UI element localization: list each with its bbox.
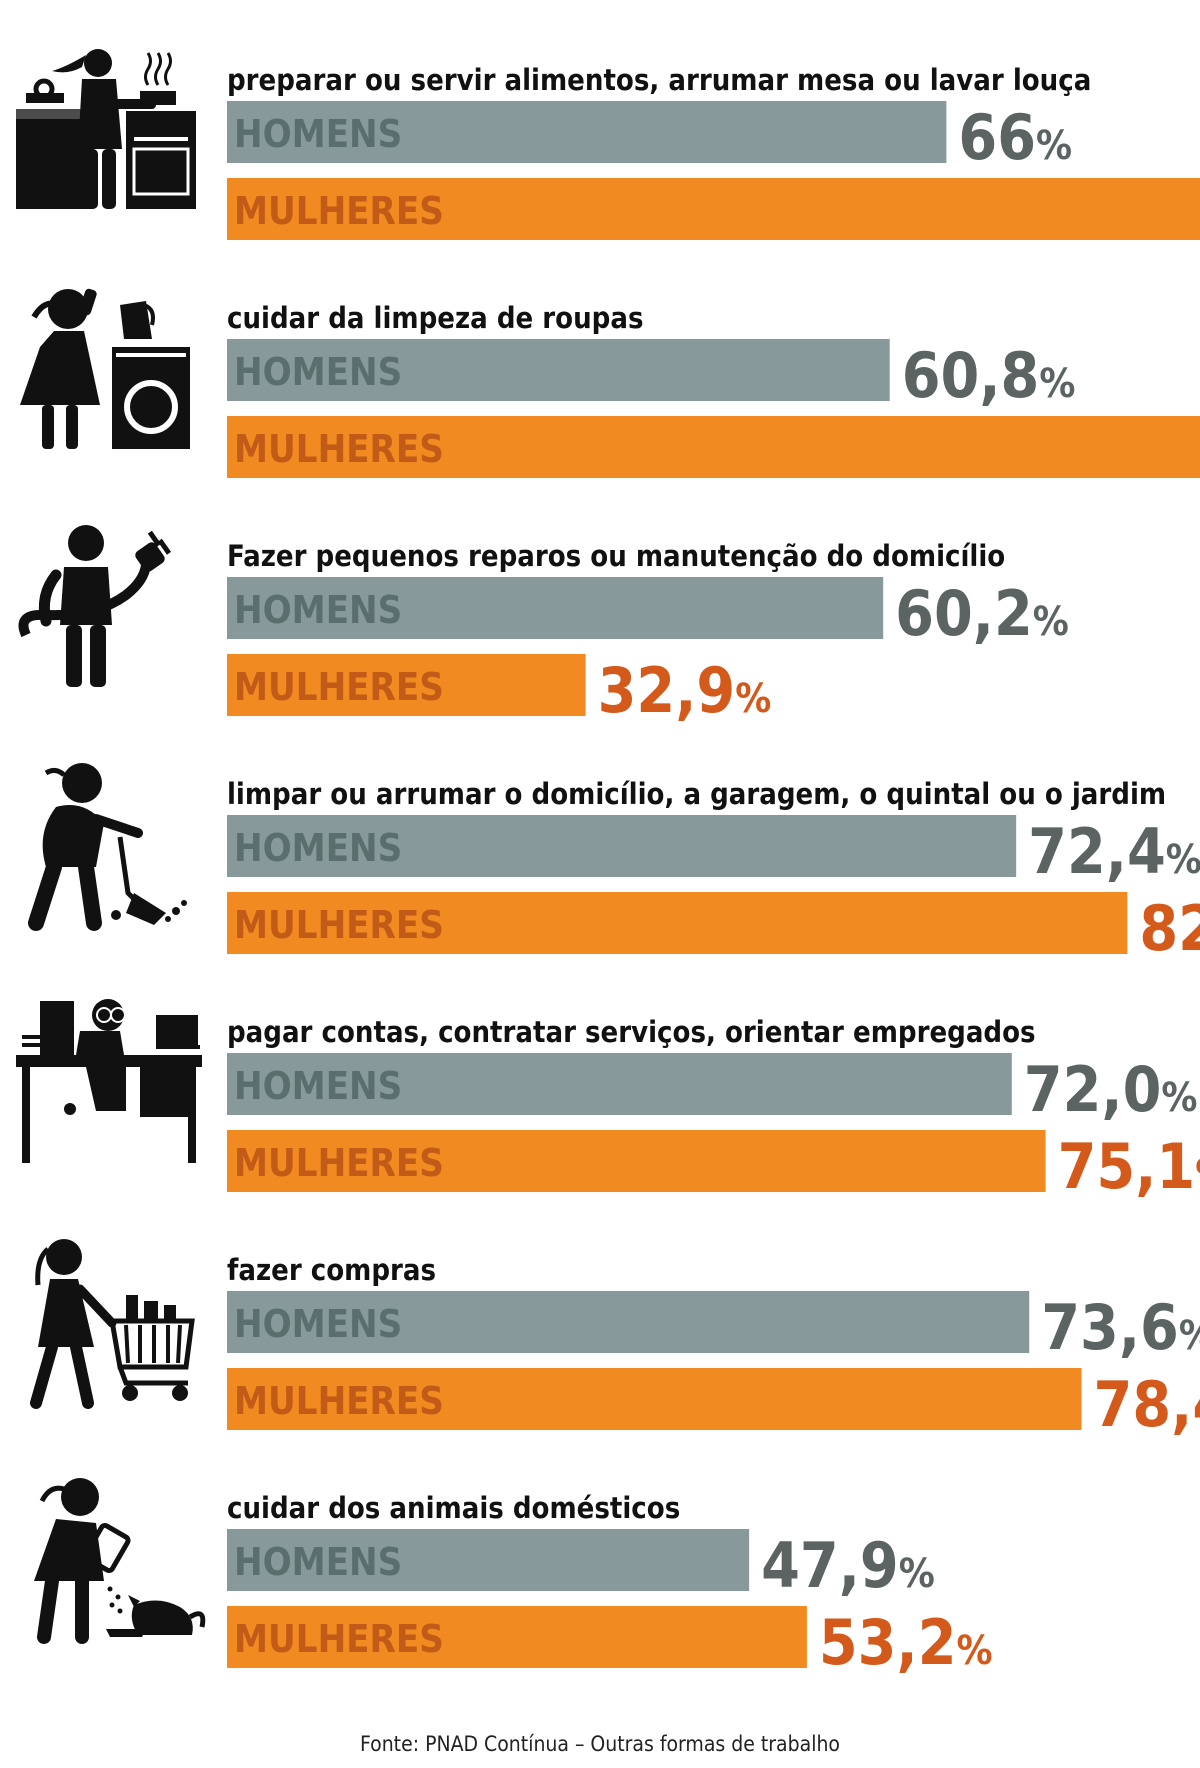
series-label: HOMENS — [234, 1540, 402, 1584]
bar-homens — [227, 339, 890, 401]
bar-homens — [227, 1053, 1012, 1115]
data-label: 72,0% — [1024, 1053, 1198, 1126]
bar-mulheres — [227, 1130, 1046, 1192]
bar-mulheres — [227, 1368, 1082, 1430]
bar-homens — [227, 1291, 1030, 1353]
data-label: 60,8% — [902, 339, 1076, 412]
series-label: HOMENS — [234, 588, 402, 632]
woman-cooking-icon — [16, 49, 196, 209]
category-group: cuidar dos animais domésticos HOMENS 47,9%… — [34, 1478, 993, 1679]
category-group: limpar ou arrumar o domicílio, a garagem… — [36, 763, 1200, 965]
series-label: HOMENS — [234, 112, 402, 156]
data-label: 78,4% — [1094, 1368, 1200, 1441]
bar-mulheres — [227, 416, 1200, 478]
category-title: cuidar dos animais domésticos — [227, 1491, 680, 1525]
category-title: limpar ou arrumar o domicílio, a garagem… — [227, 777, 1166, 811]
series-label: MULHERES — [234, 427, 444, 471]
bar-mulheres — [227, 892, 1128, 954]
category-group: fazer compras HOMENS 73,6% MULHERES 78,4% — [36, 1239, 1200, 1441]
bar-homens — [227, 577, 884, 639]
series-label: HOMENS — [234, 1302, 402, 1346]
data-label: 60,2% — [895, 577, 1069, 650]
man-repairing-icon — [24, 525, 172, 687]
series-label: MULHERES — [234, 665, 444, 709]
series-label: HOMENS — [234, 350, 402, 394]
series-label: MULHERES — [234, 903, 444, 947]
woman-shopping-cart-icon — [36, 1239, 192, 1403]
category-title: cuidar da limpeza de roupas — [227, 301, 644, 335]
data-label: 53,2% — [819, 1606, 993, 1679]
data-label: 73,6% — [1041, 1291, 1200, 1364]
man-desk-computer-icon — [15, 998, 203, 1164]
category-title: fazer compras — [227, 1253, 436, 1287]
series-label: MULHERES — [234, 1617, 444, 1661]
category-title: preparar ou servir alimentos, arrumar me… — [227, 63, 1091, 97]
category-title: pagar contas, contratar serviços, orient… — [227, 1015, 1036, 1049]
source-note: Fonte: PNAD Contínua – Outras formas de … — [360, 1732, 840, 1756]
bar-homens — [227, 815, 1017, 877]
bar-homens — [227, 101, 947, 163]
series-label: MULHERES — [234, 1141, 444, 1185]
data-label: 66% — [958, 101, 1072, 174]
data-label: 47,9% — [761, 1529, 935, 1602]
woman-feeding-cat-icon — [34, 1478, 203, 1637]
category-group: cuidar da limpeza de roupas HOMENS 60,8% MU… — [20, 288, 1200, 478]
data-label: 75,1% — [1058, 1130, 1200, 1203]
category-group: pagar contas, contratar serviços, orient… — [15, 998, 1200, 1203]
data-label: 32,9% — [598, 654, 772, 727]
data-label: 72,4% — [1028, 815, 1200, 888]
bar-mulheres — [227, 654, 586, 716]
woman-laundry-icon — [20, 288, 190, 449]
series-label: HOMENS — [234, 1064, 402, 1108]
category-group: preparar ou servir alimentos, arrumar me… — [16, 49, 1200, 240]
bar-mulheres — [227, 178, 1200, 240]
series-label: HOMENS — [234, 826, 402, 870]
data-label: 82,6% — [1139, 892, 1200, 965]
category-title: Fazer pequenos reparos ou manutenção do … — [227, 539, 1005, 573]
category-group: Fazer pequenos reparos ou manutenção do … — [24, 525, 1069, 727]
series-label: MULHERES — [234, 1379, 444, 1423]
bar-homens — [227, 1529, 750, 1591]
bar-mulheres — [227, 1606, 807, 1668]
series-label: MULHERES — [234, 189, 444, 233]
woman-sweeping-icon — [36, 763, 187, 925]
